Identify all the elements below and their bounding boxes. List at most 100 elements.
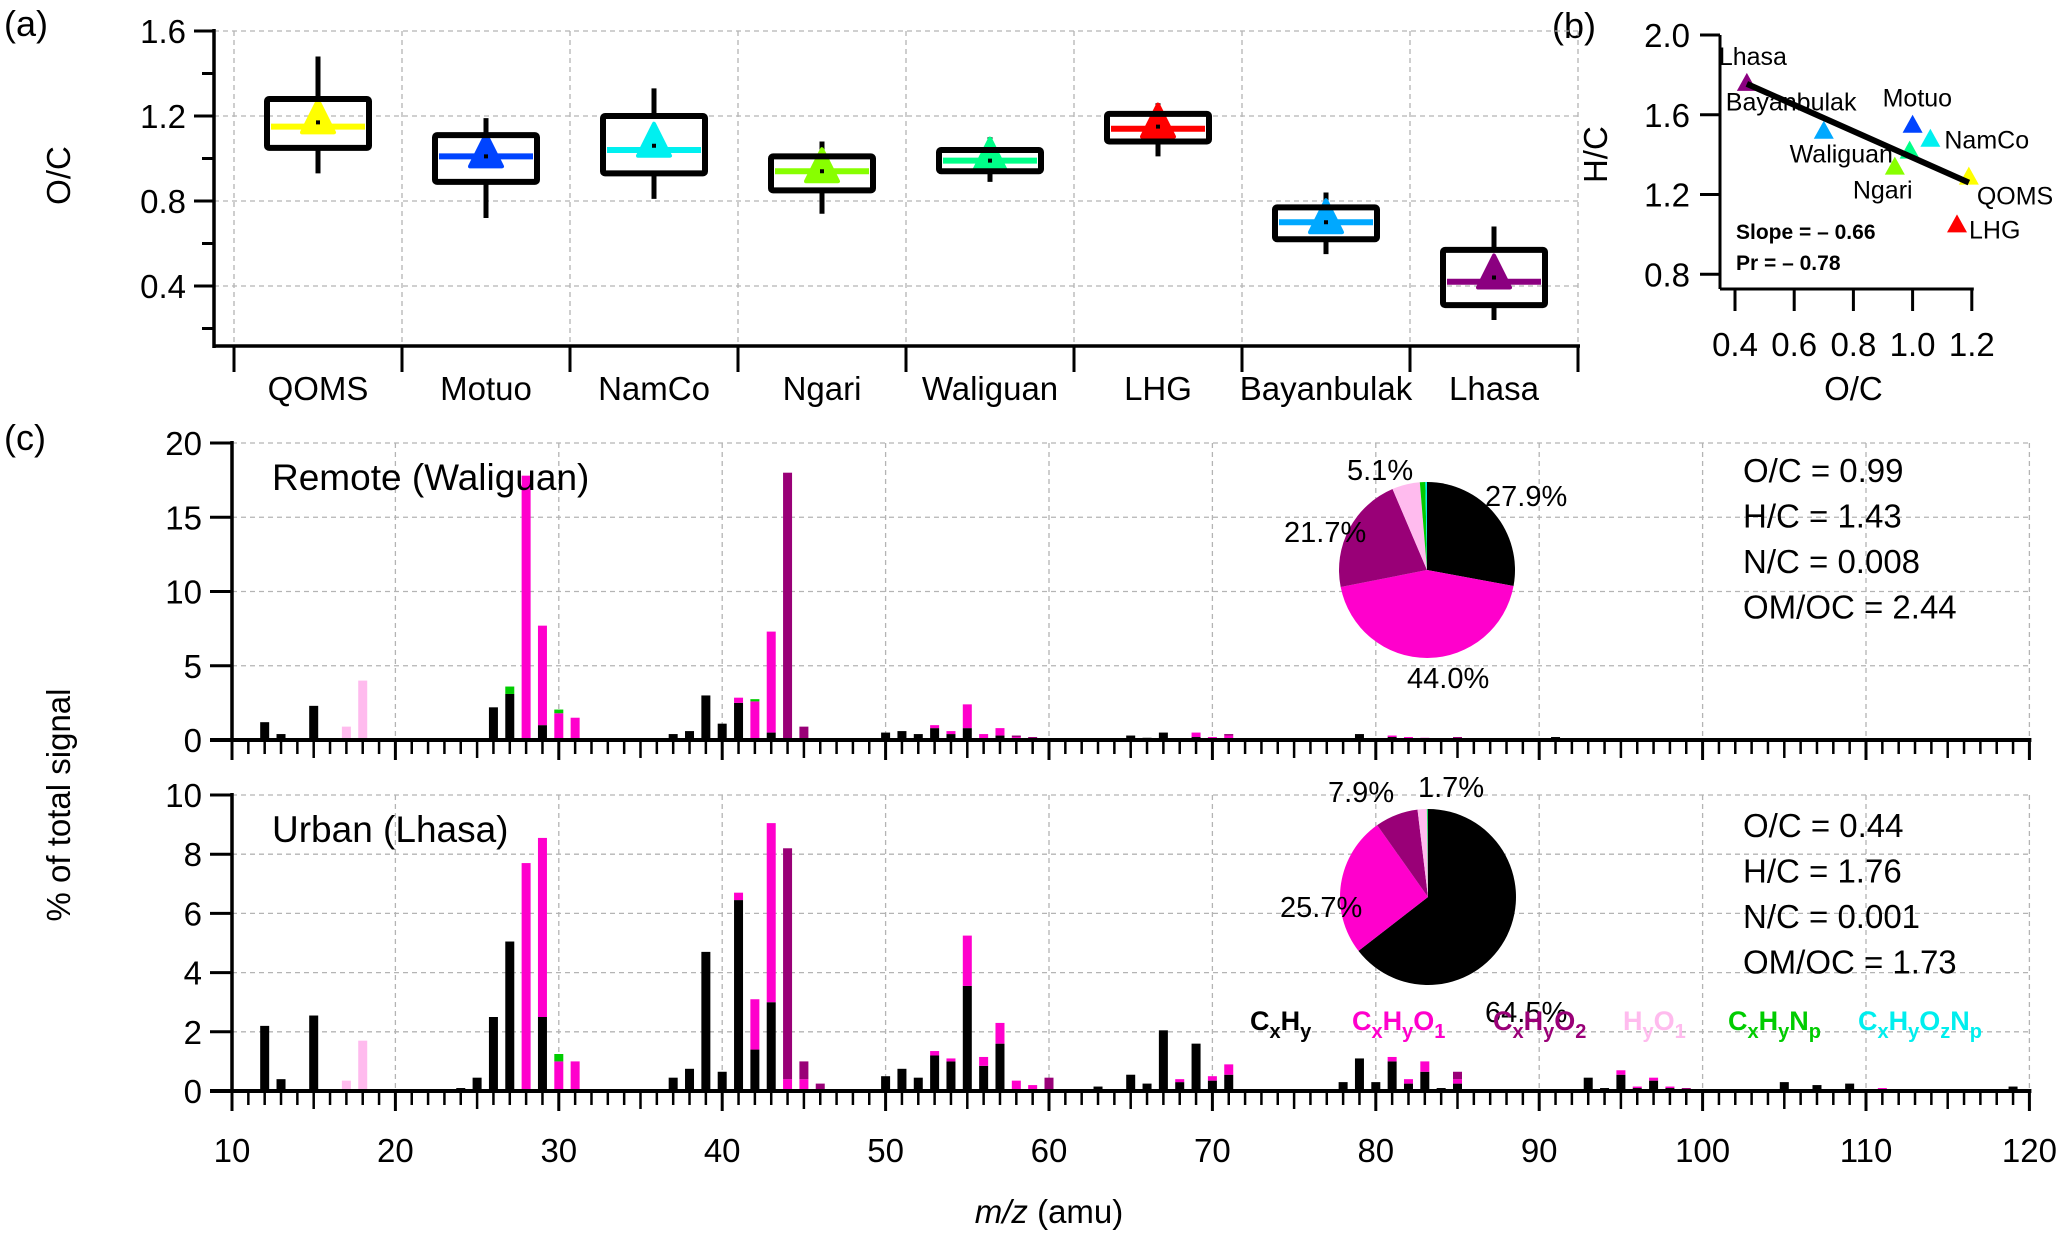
elemental-ratio: O/C = 0.99 [1743,452,1904,489]
bar-segment-CH [1126,735,1136,740]
bar-mz-56 [979,734,989,740]
y-tick-label: 1.6 [140,13,186,50]
bar-segment-O1 [1632,1086,1642,1089]
pie-label: 21.7% [1284,517,1366,549]
bar-segment-O1 [962,704,972,729]
x-tick-label: Bayanbulak [1240,370,1413,407]
point-label: Lhasa [1719,43,1787,71]
bar-segment-O1 [962,935,972,986]
bar-segment-CH [505,693,515,740]
bar-segment-O1 [1011,1080,1021,1091]
bar-segment-HO [358,1040,368,1091]
pie-slice-HO [1417,809,1428,897]
bar-segment-CH [717,1071,727,1091]
bar-mz-37 [668,734,678,740]
y-tick-label: 2.0 [1644,17,1690,54]
x-tick-label: 100 [1675,1132,1730,1169]
x-tick-label: 80 [1357,1132,1394,1169]
y-axis-label: O/C [40,146,77,205]
mean-dot [1156,124,1160,129]
bar-segment-CH [1387,1061,1397,1091]
bar-segment-N [750,699,760,702]
pie-chart: 27.9% 44.0% 21.7% 5.1% [1284,455,1567,695]
x-tick-label: 90 [1521,1132,1558,1169]
bar-segment-CH [1224,1074,1234,1091]
bar-segment-CH [1158,1030,1168,1091]
mean-dot [1492,275,1496,280]
box-bayanbulak [1272,192,1380,255]
bar-segment-CH [309,1015,319,1091]
bar-mz-28 [521,863,531,1091]
elemental-ratio: O/C = 0.44 [1743,807,1904,844]
pie-slice-HO [1392,482,1427,570]
bar-segment-CH [962,985,972,1091]
elemental-ratio: OM/OC = 1.73 [1743,944,1957,981]
point-label: LHG [1969,216,2020,244]
y-tick-label: 0.8 [1644,256,1690,293]
bar-mz-52 [913,1077,923,1091]
x-tick-label: 0.6 [1771,326,1817,363]
bar-mz-78 [1338,1082,1348,1091]
mean-marker [1140,102,1176,139]
bar-segment-O2 [799,726,809,740]
bar-segment-O1 [1028,1085,1038,1091]
pie-label: 5.1% [1347,455,1413,487]
bar-mz-50 [881,732,891,740]
bar-segment-O2 [783,472,793,740]
bar-mz-71 [1224,734,1234,740]
bar-segment-CH [962,728,972,740]
bar-segment-CH [505,941,515,1091]
bar-segment-O1 [1175,1079,1185,1083]
y-tick-label: 10 [165,777,202,814]
bar-segment-O1 [930,725,940,729]
bar-mz-30 [554,709,564,740]
bar-segment-CH [1175,1082,1185,1091]
x-tick-label: 70 [1194,1132,1231,1169]
bar-mz-119 [2008,1086,2018,1091]
y-tick-label: 4 [184,955,202,992]
bar-mz-53 [930,1051,940,1091]
bar-segment-CH [1126,1074,1136,1091]
bar-segment-O1 [554,1061,564,1091]
bar-segment-CH [1616,1074,1626,1091]
bar-segment-O2 [799,1061,809,1080]
bar-segment-CH [701,695,711,740]
x-tick-label: 1.2 [1949,326,1995,363]
x-axis-label: m/z (amu) [975,1193,1124,1230]
bar-segment-O1 [783,1079,793,1091]
bar-segment-O1 [1453,1079,1462,1084]
bar-segment-O1 [995,728,1005,736]
iqr-box [936,147,1044,175]
bar-segment-CH [913,734,923,740]
bar-mz-105 [1779,1082,1789,1091]
bar-segment-O1 [734,697,744,703]
x-tick-label: Ngari [783,370,862,407]
elemental-ratio: H/C = 1.43 [1743,498,1902,535]
bar-segment-CH [1845,1083,1855,1091]
iqr-box [600,113,708,177]
box-motuo [432,118,540,218]
x-tick-label: 1.0 [1890,326,1936,363]
bar-mz-55 [962,935,972,1091]
bar-segment-CH [766,1002,776,1091]
mean-marker [636,121,672,158]
bar-segment-N [505,686,515,694]
bar-mz-25 [472,1077,482,1091]
x-tick-label: LHG [1124,370,1192,407]
spectrum-title: Remote (Waliguan) [272,457,589,498]
pie-chart: 64.5% 25.7% 7.9% 1.7% [1280,772,1567,1029]
bar-segment-CH [537,725,547,740]
bar-segment-O1 [734,892,744,901]
pie-slice-O2 [1339,489,1427,588]
bar-mz-79 [1354,1058,1364,1091]
bar-mz-66 [1142,1083,1152,1091]
pie-label: 25.7% [1280,892,1362,924]
point-label: Motuo [1883,85,1952,113]
y-tick-label: 10 [165,574,202,611]
bar-mz-26 [488,1017,498,1091]
bar-segment-O1 [995,1022,1005,1044]
x-tick-label: 120 [2002,1132,2057,1169]
bar-mz-54 [946,1058,956,1091]
mean-dot [1324,220,1328,225]
